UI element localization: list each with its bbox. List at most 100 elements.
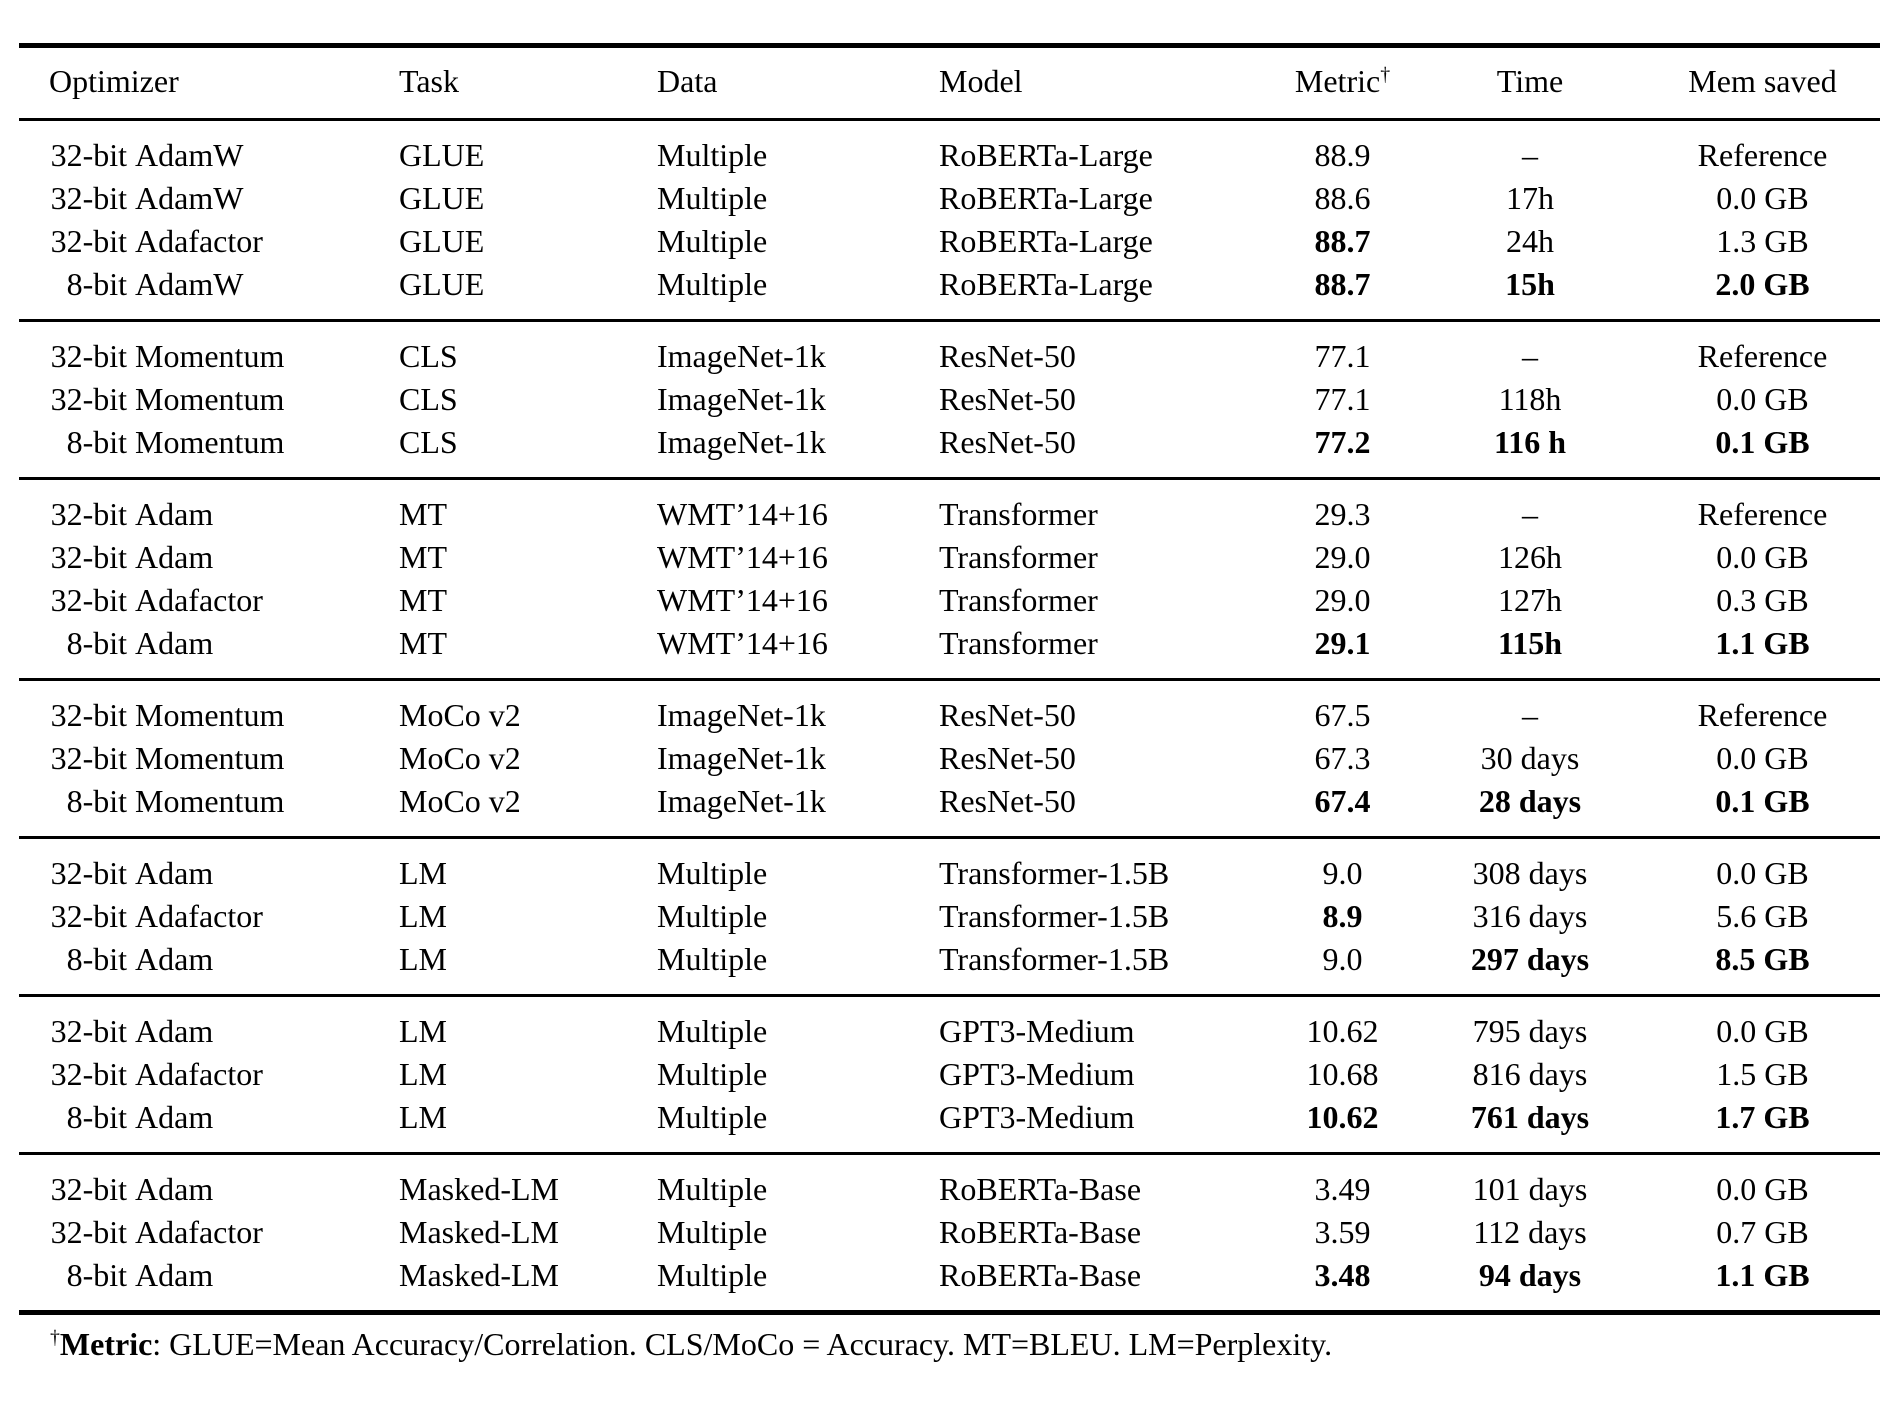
row-group: 32-bit Adam MT WMT’14+16 Transformer 29.3– Ref…	[19, 478, 1880, 680]
optimizer-cell: 32-bit Adafactor	[19, 220, 399, 263]
data-cell: WMT’14+16	[657, 496, 828, 532]
optimizer-cell: 32-bit Adafactor	[19, 1053, 399, 1096]
task-cell: LM	[399, 855, 447, 891]
data-cell: Multiple	[657, 1099, 768, 1135]
table-row: 32-bit Momentum MoCo v2 ImageNet-1k ResNet-5…	[19, 680, 1880, 738]
time-cell: 118h	[1498, 381, 1562, 417]
metric-cell: 77.1	[1314, 381, 1371, 417]
optimizer-cell: 32-bit Adafactor	[19, 895, 399, 938]
task-cell: GLUE	[399, 137, 485, 173]
optimizer-bits: 32-bit	[50, 338, 127, 374]
optimizer-name: Adafactor	[135, 582, 263, 618]
optimizer-name: Momentum	[135, 381, 285, 417]
model-cell: RoBERTa-Large	[939, 223, 1153, 259]
mem-saved-cell: Reference	[1697, 338, 1828, 374]
table-row: 8-bit Adam LM Multiple GPT3-Medium 10.62 761 d…	[19, 1096, 1880, 1154]
table-row: 32-bit Momentum MoCo v2 ImageNet-1k ResNet-5…	[19, 737, 1880, 780]
model-cell: ResNet-50	[939, 424, 1076, 460]
optimizer-cell: 32-bit Adafactor	[19, 1211, 399, 1254]
data-cell: Multiple	[657, 1056, 768, 1092]
metric-cell: 67.3	[1314, 740, 1371, 776]
optimizer-bits: 32-bit	[50, 381, 127, 417]
optimizer-name: Adafactor	[135, 898, 263, 934]
optimizer-name: Adafactor	[135, 1214, 263, 1250]
metric-cell: 29.1	[1314, 625, 1371, 661]
optimizer-name: Adam	[135, 1257, 214, 1293]
metric-cell: 29.0	[1314, 582, 1371, 618]
optimizer-bits: 32-bit	[50, 855, 127, 891]
model-cell: RoBERTa-Large	[939, 137, 1153, 173]
optimizer-name: Adafactor	[135, 223, 263, 259]
column-header-task: Task	[399, 63, 459, 99]
row-group: 32-bit Adam LM Multiple Transformer-1.5B 9.0 3…	[19, 837, 1880, 996]
optimizer-cell: 32-bit Adam	[19, 838, 399, 896]
metric-cell: 9.0	[1322, 855, 1363, 891]
model-cell: Transformer-1.5B	[939, 898, 1170, 934]
mem-saved-cell: 0.3 GB	[1716, 582, 1809, 618]
metric-cell: 8.9	[1322, 898, 1363, 934]
metric-cell: 3.49	[1314, 1171, 1371, 1207]
data-cell: ImageNet-1k	[657, 338, 826, 374]
optimizer-bits: 8-bit	[66, 1257, 127, 1293]
optimizer-bits: 8-bit	[66, 424, 127, 460]
table-row: 32-bit Adafactor Masked-LM Multiple RoBERTa-…	[19, 1211, 1880, 1254]
metric-cell: 88.7	[1314, 266, 1371, 302]
column-header-metric-label: Metric	[1294, 63, 1381, 99]
optimizer-bits: 32-bit	[50, 582, 127, 618]
optimizer-cell: 8-bit Momentum	[19, 780, 399, 838]
mem-saved-cell: Reference	[1697, 697, 1828, 733]
table-row: 32-bit Adam LM Multiple GPT3-Medium 10.62 795 …	[19, 996, 1880, 1054]
optimizer-bits: 32-bit	[50, 496, 127, 532]
data-cell: WMT’14+16	[657, 582, 828, 618]
time-cell: –	[1522, 338, 1538, 374]
data-cell: Multiple	[657, 1214, 768, 1250]
table-row: 32-bit Adam Masked-LM Multiple RoBERTa-Base 3…	[19, 1154, 1880, 1212]
model-cell: RoBERTa-Large	[939, 266, 1153, 302]
time-cell: –	[1522, 137, 1538, 173]
time-cell: 297 days	[1470, 941, 1590, 977]
mem-saved-cell: 0.1 GB	[1715, 424, 1810, 460]
data-cell: Multiple	[657, 941, 768, 977]
time-cell: 127h	[1498, 582, 1562, 618]
row-group: 32-bit Momentum CLS ImageNet-1k ResNet-50 77.…	[19, 320, 1880, 479]
task-cell: Masked-LM	[399, 1171, 559, 1207]
mem-saved-cell: Reference	[1697, 496, 1828, 532]
task-cell: MT	[399, 496, 447, 532]
metric-cell: 88.6	[1314, 180, 1371, 216]
time-cell: –	[1522, 697, 1538, 733]
table-row: 32-bit Adam LM Multiple Transformer-1.5B 9.0 3…	[19, 838, 1880, 896]
time-cell: 94 days	[1478, 1257, 1582, 1293]
metric-cell: 77.1	[1314, 338, 1371, 374]
table-header: Optimizer Task Data Model Metric† Time M…	[19, 46, 1880, 120]
time-cell: 28 days	[1478, 783, 1582, 819]
optimizer-name: Adam	[135, 855, 214, 891]
data-cell: Multiple	[657, 855, 768, 891]
model-cell: GPT3-Medium	[939, 1013, 1135, 1049]
data-cell: Multiple	[657, 898, 768, 934]
time-cell: 308 days	[1472, 855, 1588, 891]
table-row: 32-bit Adafactor LM Multiple GPT3-Medium 10.6…	[19, 1053, 1880, 1096]
optimizer-cell: 8-bit Momentum	[19, 421, 399, 479]
mem-saved-cell: 1.1 GB	[1715, 1257, 1810, 1293]
optimizer-bits: 8-bit	[66, 625, 127, 661]
optimizer-bits: 32-bit	[50, 740, 127, 776]
optimizer-bits: 32-bit	[50, 137, 127, 173]
optimizer-cell: 32-bit Adam	[19, 536, 399, 579]
table-row: 32-bit AdamW GLUE Multiple RoBERTa-Large 88.6…	[19, 177, 1880, 220]
table-row: 8-bit Momentum MoCo v2 ImageNet-1k ResNet-50…	[19, 780, 1880, 838]
optimizer-name: Momentum	[135, 783, 285, 819]
data-cell: ImageNet-1k	[657, 783, 826, 819]
optimizer-cell: 32-bit Adam	[19, 479, 399, 537]
task-cell: Masked-LM	[399, 1214, 559, 1250]
optimizer-name: Adam	[135, 539, 214, 575]
time-cell: 24h	[1506, 223, 1554, 259]
optimizer-name: Adam	[135, 1171, 214, 1207]
optimizer-cell: 32-bit AdamW	[19, 177, 399, 220]
model-cell: Transformer-1.5B	[939, 941, 1170, 977]
column-header-time: Time	[1496, 63, 1564, 99]
mem-saved-cell: 1.7 GB	[1715, 1099, 1810, 1135]
model-cell: Transformer	[939, 496, 1098, 532]
data-cell: Multiple	[657, 1171, 768, 1207]
table-row: 8-bit Momentum CLS ImageNet-1k ResNet-50 77.2…	[19, 421, 1880, 479]
model-cell: GPT3-Medium	[939, 1056, 1135, 1092]
